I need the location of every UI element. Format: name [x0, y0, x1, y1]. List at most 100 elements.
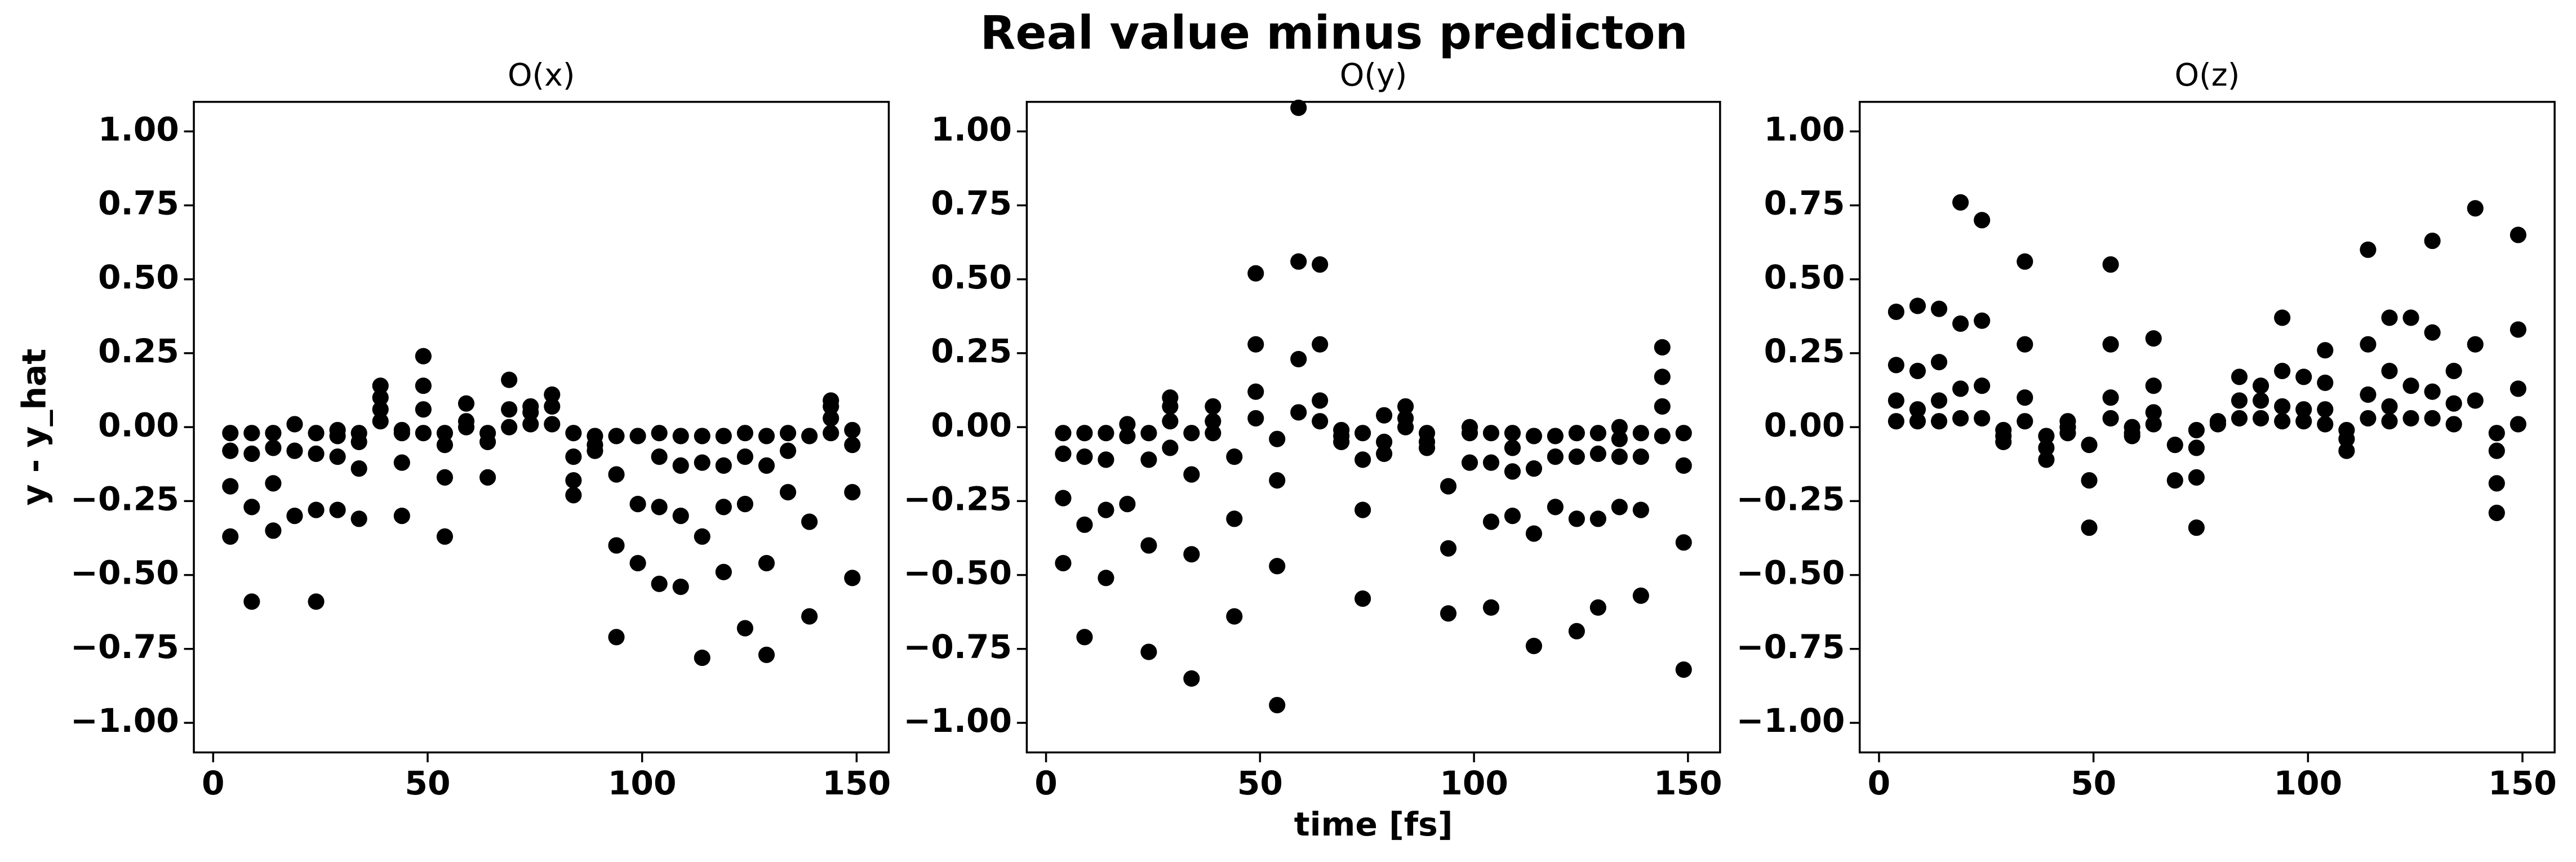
scatter-point [608, 466, 625, 483]
scatter-point [2488, 475, 2505, 492]
scatter-point [2166, 437, 2183, 454]
scatter-point [1654, 398, 1671, 415]
scatter-point [2124, 428, 2140, 445]
scatter-point [308, 501, 325, 518]
scatter-point [694, 528, 710, 545]
y-tick-label: −1.00 [1736, 701, 1845, 740]
scatter-point [1226, 608, 1243, 625]
scatter-point [2188, 439, 2205, 456]
y-tick-label: 0.00 [98, 406, 179, 444]
scatter-point [1119, 416, 1136, 433]
y-tick-label: 0.50 [931, 258, 1012, 296]
scatter-point [587, 442, 603, 459]
scatter-point [308, 425, 325, 442]
scatter-point [758, 646, 775, 663]
scatter-point [308, 593, 325, 610]
scatter-point [2510, 321, 2526, 338]
y-tick-label: −0.25 [70, 479, 179, 518]
scatter-point [1974, 410, 1991, 426]
scatter-point [1675, 534, 1692, 551]
scatter-point [1675, 457, 1692, 474]
scatter-point [2317, 342, 2334, 359]
scatter-point [436, 425, 454, 442]
scatter-point [1525, 428, 1543, 445]
scatter-point [1076, 425, 1093, 442]
scatter-point [1076, 516, 1093, 533]
scatter-point [608, 537, 625, 554]
scatter-point [1055, 555, 1072, 572]
scatter-point [329, 428, 346, 445]
scatter-point [329, 448, 346, 465]
panel-title: O(y) [1340, 57, 1407, 94]
scatter-point [1525, 525, 1543, 542]
scatter-point [243, 499, 260, 516]
scatter-point [436, 469, 454, 486]
scatter-point [2188, 469, 2205, 486]
x-tick-label: 0 [1868, 764, 1891, 802]
figure-title: Real value minus predicton [980, 7, 1688, 60]
scatter-point [265, 522, 282, 539]
scatter-point [2102, 389, 2119, 406]
scatter-point [736, 620, 753, 637]
scatter-point [1376, 433, 1393, 450]
scatter-point [1140, 537, 1157, 554]
scatter-point [372, 401, 389, 418]
scatter-point [1098, 425, 1114, 442]
scatter-point [1290, 253, 1307, 270]
scatter-point [2274, 309, 2291, 326]
scatter-point [544, 386, 561, 403]
scatter-point [736, 496, 753, 513]
scatter-point [1055, 425, 1072, 442]
scatter-point [779, 425, 797, 442]
scatter-point [1312, 413, 1329, 430]
scatter-point [1974, 212, 1991, 229]
scatter-point [243, 445, 260, 462]
scatter-point [715, 457, 732, 474]
scatter-point [2381, 309, 2398, 326]
scatter-point [565, 448, 582, 465]
scatter-point [2445, 416, 2462, 433]
scatter-point [779, 442, 797, 459]
scatter-point [715, 499, 732, 516]
scatter-point [629, 555, 646, 572]
y-tick-label: 0.75 [931, 184, 1012, 223]
scatter-point [2017, 336, 2033, 353]
scatter-point [2188, 519, 2205, 536]
scatter-point [2402, 309, 2419, 326]
scatter-point [1974, 377, 1991, 394]
y-tick-label: 0.50 [1764, 258, 1845, 296]
scatter-point [1654, 428, 1671, 445]
scatter-point [1675, 661, 1692, 678]
scatter-point [1482, 425, 1500, 442]
y-tick-label: −0.75 [1736, 628, 1845, 666]
scatter-point [501, 419, 518, 436]
scatter-point [801, 608, 818, 625]
scatter-point [1568, 425, 1585, 442]
y-tick-label: −1.00 [903, 701, 1012, 740]
scatter-point [823, 410, 840, 426]
scatter-point [1547, 428, 1564, 445]
scatter-point [372, 413, 389, 430]
y-tick-label: 1.00 [98, 110, 179, 148]
scatter-point [1930, 300, 1948, 317]
x-tick-label: 50 [405, 764, 450, 802]
scatter-point [1269, 558, 1286, 575]
scatter-point [2188, 421, 2205, 438]
scatter-point [1269, 472, 1286, 489]
scatter-point [1504, 425, 1521, 442]
scatter-point [1290, 404, 1307, 421]
scatter-point [694, 649, 710, 667]
scatter-point [544, 398, 561, 415]
scatter-point [2295, 401, 2312, 418]
scatter-point [1098, 501, 1114, 518]
scatter-point [2488, 425, 2505, 442]
scatter-point [1461, 454, 1478, 471]
scatter-point [1952, 410, 1969, 426]
scatter-point [1632, 587, 1649, 604]
scatter-point [1887, 303, 1904, 321]
scatter-point [2360, 241, 2377, 258]
scatter-point [2274, 398, 2291, 415]
scatter-point [758, 555, 775, 572]
scatter-point [1482, 599, 1500, 616]
